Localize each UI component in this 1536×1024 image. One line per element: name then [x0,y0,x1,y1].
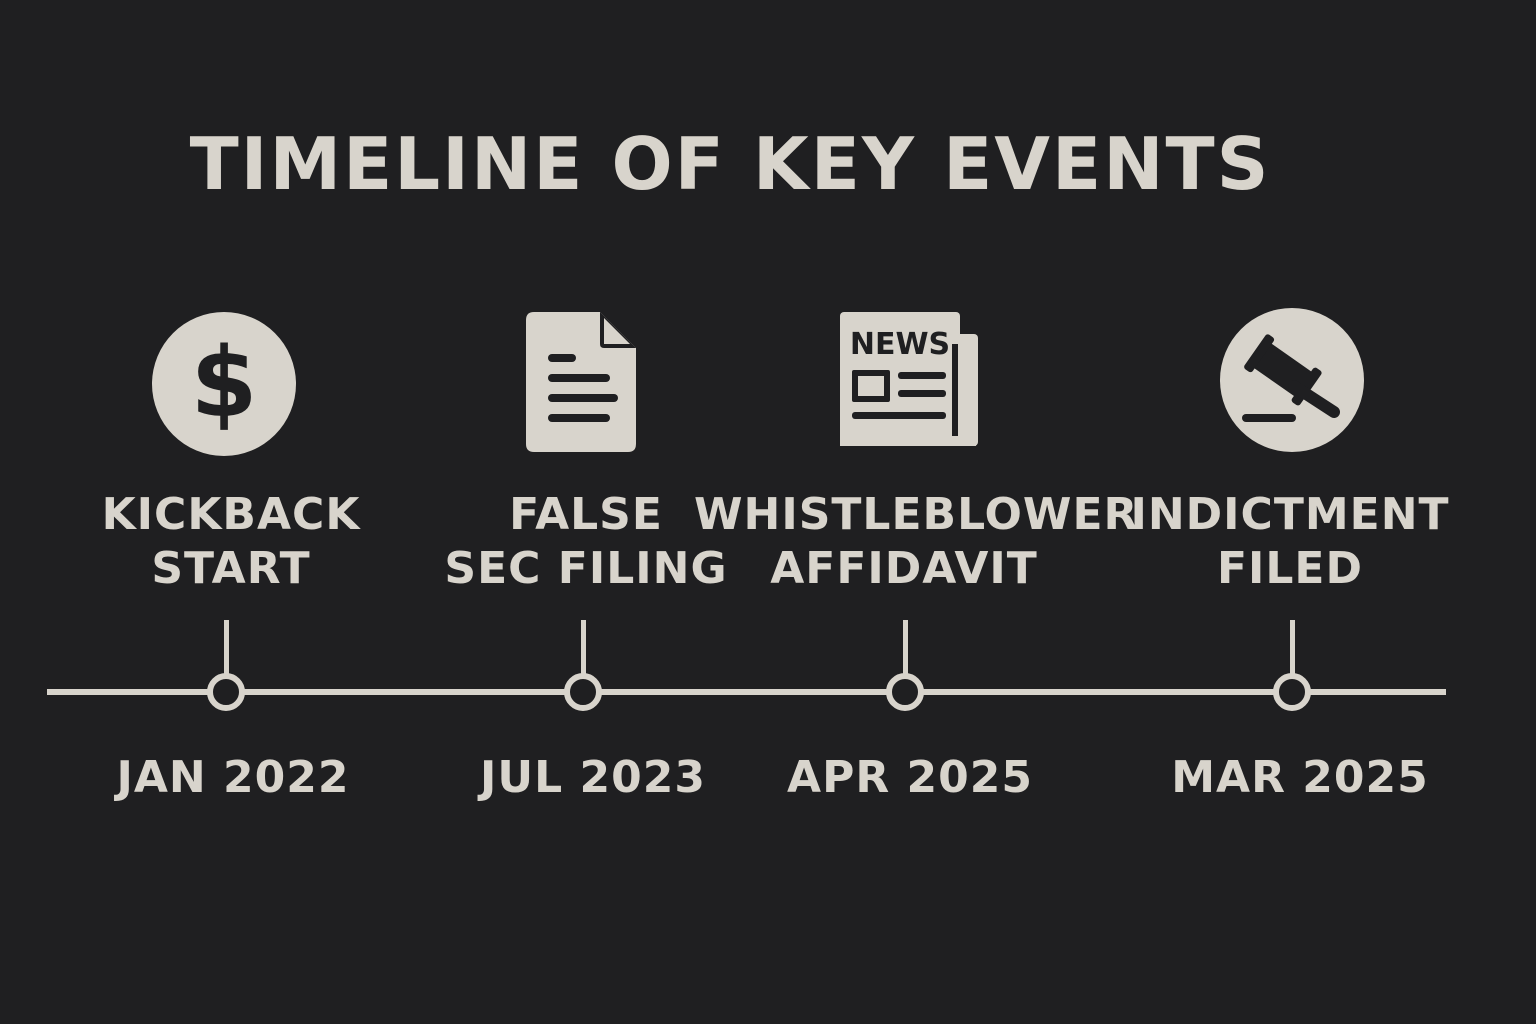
event-label-false-sec-filing: FALSE SEC FILING [444,489,728,594]
timeline-node [1273,673,1311,711]
event-label-whistleblower-affidavit: WHISTLEBLOWER AFFIDAVIT [694,489,1139,594]
dollar-coin-icon: $ [144,304,304,464]
event-label-kickback-start: KICKBACK START [101,489,361,594]
timeline-stem [1290,620,1295,676]
event-date: MAR 2025 [1171,752,1429,803]
svg-text:$: $ [191,327,258,439]
timeline-axis [47,689,1446,695]
timeline-node [207,673,245,711]
timeline-stem [903,620,908,676]
page-title: TIMELINE OF KEY EVENTS [189,122,1271,206]
timeline-node [564,673,602,711]
event-date: APR 2025 [787,752,1033,803]
timeline-node [886,673,924,711]
timeline-stem [224,620,229,676]
newspaper-icon: NEWS [830,304,990,464]
event-label-indictment-filed: INDICTMENT FILED [1130,489,1450,594]
event-date: JAN 2022 [116,752,350,803]
document-icon [502,304,662,464]
timeline-stem [581,620,586,676]
newspaper-icon-text: NEWS [850,327,950,362]
event-date: JUL 2023 [480,752,706,803]
gavel-icon [1212,304,1372,464]
